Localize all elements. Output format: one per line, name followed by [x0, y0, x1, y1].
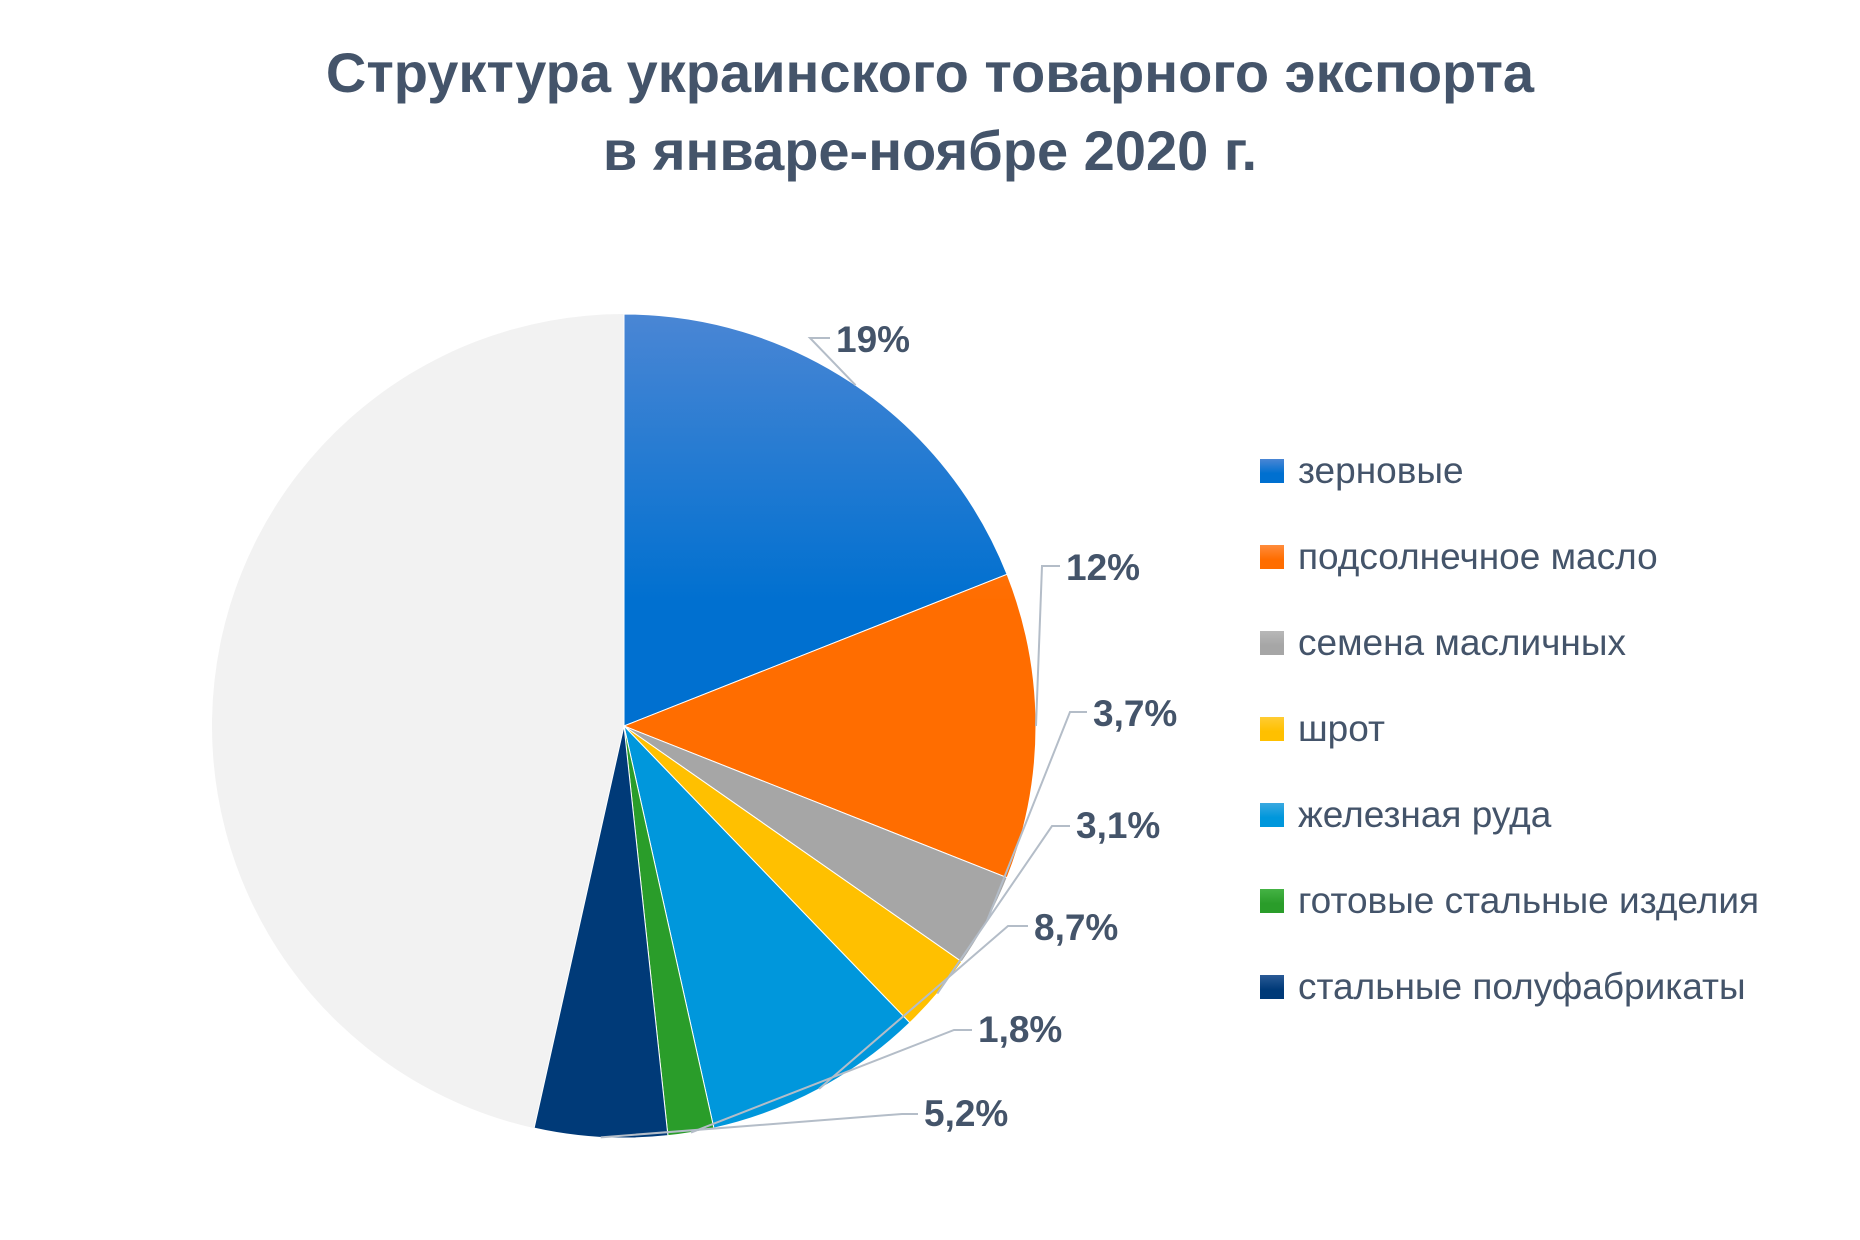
- legend-item-5: железная руда: [1260, 772, 1759, 858]
- legend-label: шрот: [1298, 708, 1385, 749]
- data-label-6: 1,8%: [978, 1009, 1062, 1050]
- legend-item-6: готовые стальные изделия: [1260, 858, 1759, 944]
- legend-item-7: стальные полуфабрикаты: [1260, 944, 1759, 1030]
- pie-slice-5: [623, 724, 911, 1129]
- data-label-7: 5,2%: [924, 1093, 1008, 1134]
- leader-line-1: [807, 337, 857, 386]
- data-label-1: 19%: [836, 319, 910, 360]
- legend-item-3: семена масличных: [1260, 600, 1759, 686]
- legend-item-1: зерновые: [1260, 428, 1759, 514]
- data-label-4: 3,1%: [1076, 805, 1160, 846]
- legend: зерновые подсолнечное масло семена масличн…: [1260, 428, 1759, 1030]
- legend-label: готовые стальные изделия: [1298, 880, 1760, 921]
- legend-swatch: [1260, 803, 1284, 827]
- data-label-5: 8,7%: [1034, 907, 1118, 948]
- title-line-1: Структура украинского товарного экспорта: [325, 41, 1535, 104]
- pie-slice-1: [623, 313, 1008, 727]
- legend-label: подсолнечное масло: [1298, 536, 1658, 577]
- title-line-2: в январе-ноябре 2020 г.: [602, 119, 1258, 182]
- leader-line-4: [936, 825, 1070, 995]
- leader-line-7: [600, 1113, 918, 1139]
- leader-line-6: [690, 1029, 972, 1134]
- legend-label: железная руда: [1298, 794, 1552, 835]
- legend-swatch: [1260, 889, 1284, 913]
- leader-line-2: [1035, 565, 1060, 727]
- legend-swatch: [1260, 631, 1284, 655]
- pie-slice-2: [622, 573, 1037, 879]
- leader-line-3: [985, 711, 1087, 922]
- leader-line-5: [818, 925, 1028, 1090]
- legend-item-4: шрот: [1260, 686, 1759, 772]
- legend-label: зерновые: [1298, 450, 1464, 491]
- data-label-2: 12%: [1066, 547, 1140, 588]
- legend-swatch: [1260, 545, 1284, 569]
- legend-item-2: подсолнечное масло: [1260, 514, 1759, 600]
- pie-slice-remainder: [211, 314, 624, 1129]
- legend-label: стальные полуфабрикаты: [1298, 966, 1746, 1007]
- legend-swatch: [1260, 459, 1284, 483]
- legend-swatch: [1260, 717, 1284, 741]
- chart-title: Структура украинского товарного экспорта…: [0, 34, 1860, 190]
- data-label-3: 3,7%: [1093, 693, 1177, 734]
- legend-swatch: [1260, 975, 1284, 999]
- legend-label: семена масличных: [1298, 622, 1626, 663]
